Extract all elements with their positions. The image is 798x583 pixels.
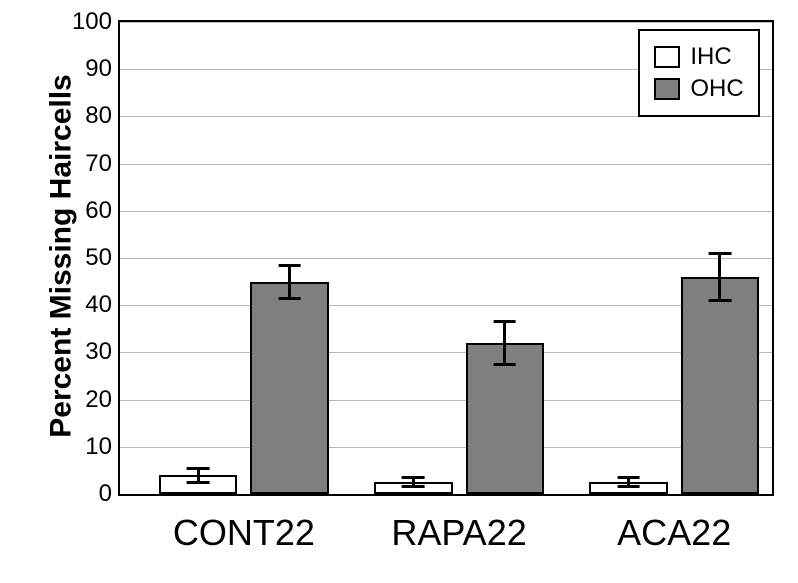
gridline <box>120 164 772 165</box>
y-tick-label: 100 <box>72 8 120 36</box>
x-category-label: CONT22 <box>173 494 315 554</box>
error-bar-cap <box>402 476 425 479</box>
x-category-label: ACA22 <box>617 494 731 554</box>
gridline <box>120 258 772 259</box>
bar <box>681 277 759 494</box>
error-bar-cap <box>708 299 731 302</box>
gridline <box>120 400 772 401</box>
y-tick-label: 70 <box>85 150 120 178</box>
y-tick-label: 30 <box>85 338 120 366</box>
y-tick-label: 0 <box>99 480 120 508</box>
legend-label: IHC <box>690 43 731 71</box>
error-bar-cap <box>278 264 301 267</box>
gridline <box>120 22 772 23</box>
error-bar-cap <box>617 485 640 488</box>
legend-swatch <box>654 46 680 68</box>
error-bar-cap <box>278 297 301 300</box>
y-tick-label: 90 <box>85 55 120 83</box>
error-bar-cap <box>187 481 210 484</box>
plot-area: 0102030405060708090100CONT22RAPA22ACA22I… <box>118 20 774 496</box>
gridline <box>120 352 772 353</box>
legend-label: OHC <box>690 75 743 103</box>
gridline <box>120 305 772 306</box>
y-tick-label: 40 <box>85 291 120 319</box>
gridline <box>120 211 772 212</box>
y-axis-label: Percent Missing Haircells <box>45 74 79 438</box>
legend-item: OHC <box>654 75 743 103</box>
error-bar-cap <box>617 476 640 479</box>
y-tick-label: 50 <box>85 244 120 272</box>
y-tick-label: 60 <box>85 197 120 225</box>
error-bar-cap <box>493 363 516 366</box>
legend-swatch <box>654 78 680 100</box>
error-bar-cap <box>187 467 210 470</box>
error-bar-cap <box>708 252 731 255</box>
error-bar-cap <box>402 485 425 488</box>
legend-item: IHC <box>654 43 743 71</box>
bar <box>250 282 328 494</box>
error-bar-cap <box>493 320 516 323</box>
y-tick-label: 10 <box>85 433 120 461</box>
chart-container: Percent Missing Haircells 01020304050607… <box>0 0 798 583</box>
x-category-label: RAPA22 <box>391 494 526 554</box>
error-bar <box>503 322 506 364</box>
gridline <box>120 447 772 448</box>
error-bar <box>288 265 291 298</box>
y-tick-label: 80 <box>85 102 120 130</box>
error-bar <box>718 253 721 300</box>
y-tick-label: 20 <box>85 386 120 414</box>
legend: IHC OHC <box>638 29 759 117</box>
